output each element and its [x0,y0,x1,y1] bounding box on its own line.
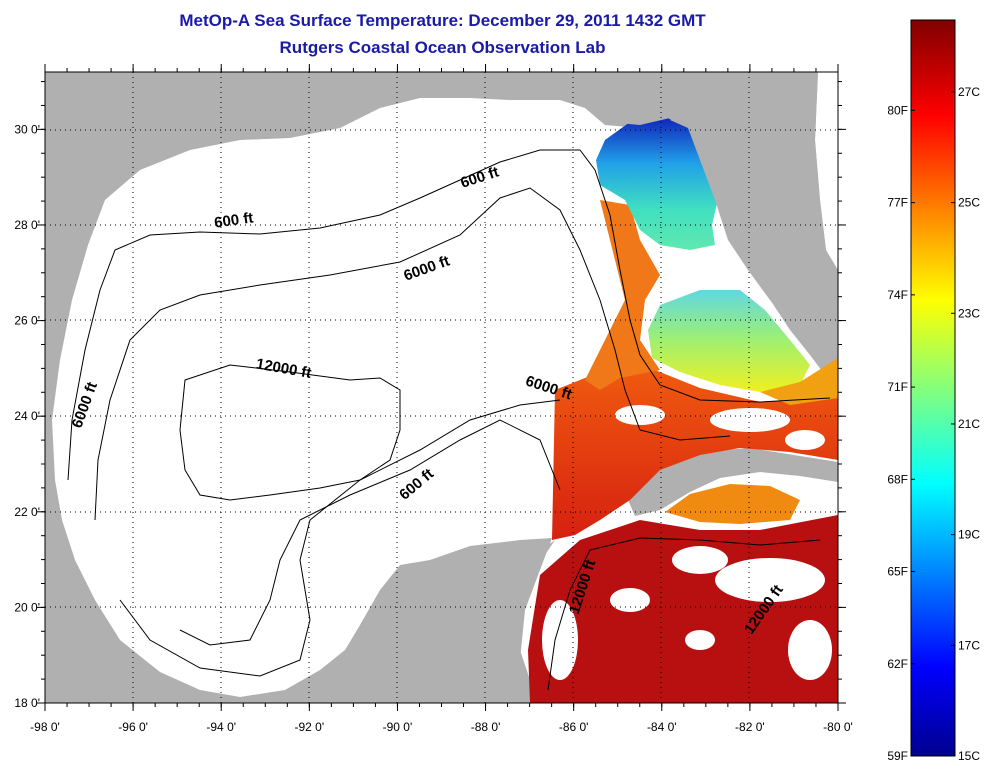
us-coast-land [45,72,700,480]
lon-tick-label: -98 0' [30,720,60,734]
contour-6000ft [94,187,731,521]
fahrenheit-label: 59F [887,749,908,763]
lat-tick-label: 18 0' [14,696,40,710]
lat-tick-label: 20 0' [14,600,40,614]
contour-12000ft [179,364,401,501]
contour-label: 600 ft [213,209,254,231]
contour-12000ft-caribbean [547,537,821,691]
sst-sw-shelf [648,290,810,392]
contour-600ft-south [119,399,561,677]
sst-cuba-coast [665,484,800,524]
contour-600ft [67,149,831,481]
lat-tick-label: 22 0' [14,505,40,519]
colorbar [910,19,956,757]
graticule [45,72,838,703]
lon-tick-label: -92 0' [295,720,325,734]
lon-tick-label: -90 0' [383,720,413,734]
axis-layer: -98 0' -96 0' -94 0' -92 0' -90 0' -88 0' -86 … [14,64,853,734]
fahrenheit-label: 68F [887,472,908,486]
celsius-label: 21C [958,417,980,431]
lon-tick-label: -84 0' [647,720,677,734]
celsius-label: 15C [958,749,980,763]
lon-tick-label: -80 0' [823,720,853,734]
contour-6000ft-inner [179,419,561,646]
fahrenheit-label: 62F [887,657,908,671]
lat-tick-label: 24 0' [14,409,40,423]
map-title: MetOp-A Sea Surface Temperature: Decembe… [179,11,706,30]
lon-tick-label: -96 0' [118,720,148,734]
celsius-label: 17C [958,638,980,652]
celsius-label: 23C [958,306,980,320]
celsius-label: 27C [958,85,980,99]
lon-tick-label: -82 0' [735,720,765,734]
cuba-land [628,448,838,516]
celsius-label: 19C [958,528,980,542]
fahrenheit-label: 65F [887,565,908,579]
florida-land [670,72,838,362]
sst-cold-shelf [596,116,720,250]
cloud-gaps [542,405,832,680]
lat-tick-label: 28 0' [14,218,40,232]
colorbar-labels: 27C 25C 23C 21C 19C 17C 15C 80F 77F 74F 71F 68F 65F 6… [887,85,980,763]
fahrenheit-label: 74F [887,288,908,302]
yucatan-land [360,538,552,703]
sst-keys [760,358,838,405]
celsius-label: 25C [958,196,980,210]
sst-warm-shelf [585,200,660,390]
fahrenheit-label: 80F [887,103,908,117]
lon-tick-label: -94 0' [206,720,236,734]
lon-tick-label: -86 0' [559,720,589,734]
fahrenheit-label: 71F [887,380,908,394]
map-subtitle: Rutgers Coastal Ocean Observation Lab [279,38,606,57]
fahrenheit-label: 77F [887,196,908,210]
lon-tick-label: -88 0' [471,720,501,734]
atlantic-water [815,72,838,270]
lat-tick-label: 30 0' [14,122,40,136]
lat-tick-label: 26 0' [14,314,40,328]
